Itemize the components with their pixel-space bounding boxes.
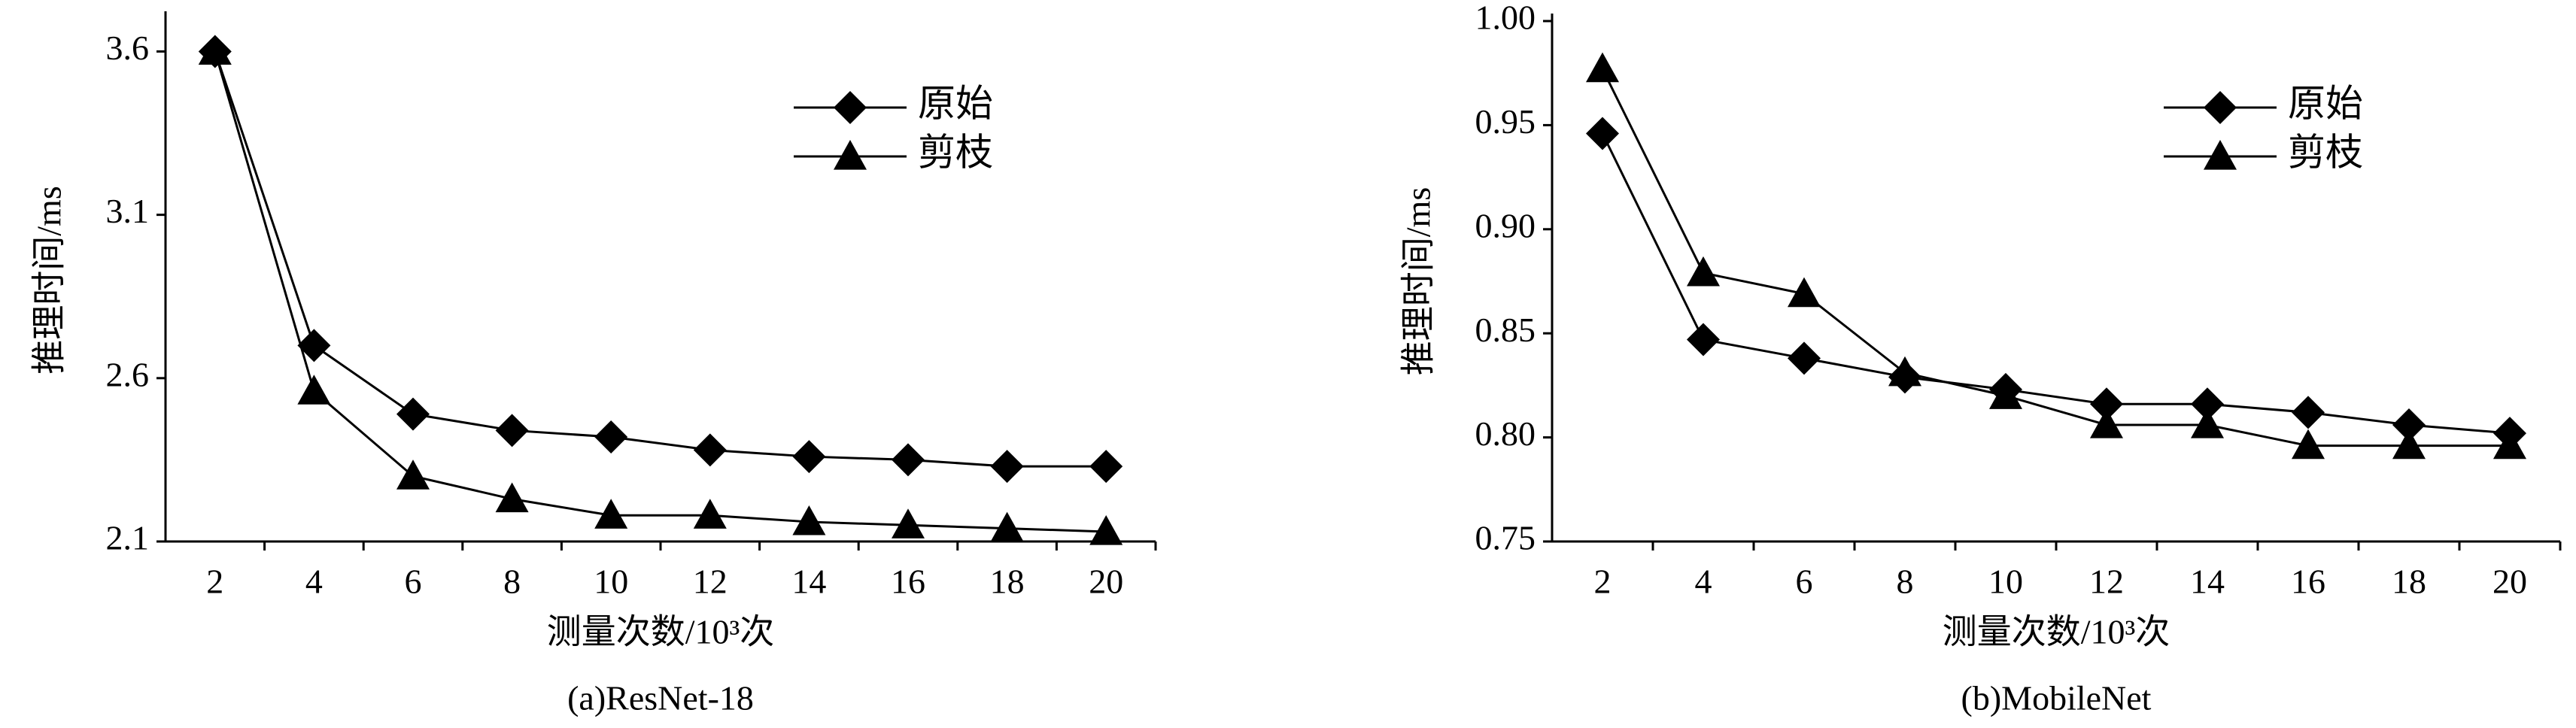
diamond-marker (1089, 450, 1123, 484)
diamond-marker (594, 420, 628, 453)
x-tick-label: 18 (2392, 563, 2426, 601)
diamond-marker (495, 414, 529, 447)
legend-label: 剪枝 (918, 131, 993, 173)
triangle-marker (297, 375, 331, 405)
triangle-marker (1788, 277, 1821, 308)
y-axis-label: 推理时间/ms (1399, 187, 1438, 375)
x-axis-label: 测量次数/10³次 (547, 613, 775, 651)
y-tick-label: 0.95 (1475, 102, 1536, 141)
x-tick-label: 18 (990, 563, 1025, 601)
x-tick-label: 6 (1796, 563, 1813, 601)
x-tick-label: 8 (503, 563, 521, 601)
diamond-marker (1687, 323, 1720, 356)
triangle-marker (693, 499, 727, 529)
x-tick-label: 4 (1695, 563, 1712, 601)
triangle-marker (2493, 429, 2526, 460)
caption: (a)ResNet-18 (567, 679, 754, 717)
triangle-marker (892, 508, 925, 538)
y-tick-label: 3.1 (106, 192, 150, 230)
triangle-marker (2392, 429, 2426, 460)
x-tick-label: 12 (693, 563, 728, 601)
x-tick-label: 10 (1988, 563, 2023, 601)
x-axis-label: 测量次数/10³次 (1943, 613, 2170, 651)
triangle-marker (792, 505, 826, 535)
diamond-marker (792, 440, 826, 474)
triangle-marker (198, 35, 232, 65)
series-line (1601, 132, 2511, 435)
y-axis-label: 推理时间/ms (30, 186, 68, 374)
y-tick-label: 3.6 (106, 29, 150, 67)
legend-label: 原始 (918, 82, 993, 124)
diamond-marker (297, 329, 331, 362)
legend-label: 原始 (2288, 82, 2363, 124)
diamond-marker (834, 91, 867, 124)
y-tick-label: 0.85 (1475, 311, 1536, 349)
diamond-marker (990, 450, 1024, 484)
y-tick-label: 2.1 (106, 519, 150, 557)
triangle-marker (2204, 140, 2237, 170)
y-tick-label: 2.6 (106, 355, 150, 393)
x-tick-label: 14 (2190, 563, 2225, 601)
series-line (1601, 68, 2510, 447)
x-tick-label: 12 (2089, 563, 2124, 601)
triangle-marker (834, 140, 867, 170)
diamond-marker (2204, 91, 2237, 124)
x-tick-label: 20 (2492, 563, 2527, 601)
triangle-marker (1989, 379, 2022, 409)
diamond-marker (2292, 396, 2325, 429)
triangle-marker (594, 499, 628, 529)
x-tick-label: 4 (305, 563, 323, 601)
x-tick-label: 14 (791, 563, 826, 601)
triangle-marker (2191, 408, 2224, 438)
series-line (214, 50, 1107, 468)
triangle-marker (2090, 408, 2123, 438)
x-tick-label: 2 (206, 563, 223, 601)
triangle-marker (2292, 429, 2325, 460)
y-tick-label: 0.75 (1475, 519, 1536, 557)
triangle-marker (1089, 514, 1123, 545)
series-line (214, 51, 1107, 533)
triangle-marker (1687, 256, 1720, 287)
y-tick-label: 0.90 (1475, 206, 1536, 244)
x-tick-label: 20 (1089, 563, 1123, 601)
triangle-marker (1586, 52, 1619, 83)
y-tick-label: 1.00 (1475, 0, 1536, 37)
diamond-marker (396, 397, 430, 431)
legend-label: 剪枝 (2288, 131, 2363, 173)
diamond-marker (693, 433, 727, 467)
diamond-marker (1788, 341, 1821, 375)
x-tick-label: 10 (594, 563, 628, 601)
x-tick-label: 6 (405, 563, 422, 601)
triangle-marker (1888, 356, 1921, 387)
x-tick-label: 16 (2291, 563, 2325, 601)
triangle-marker (396, 460, 430, 490)
diamond-marker (2191, 387, 2224, 421)
diamond-marker (892, 443, 925, 477)
diamond-marker (2090, 387, 2123, 421)
x-tick-label: 2 (1594, 563, 1612, 601)
diamond-marker (1586, 117, 1619, 150)
triangle-marker (990, 511, 1024, 542)
caption: (b)MobileNet (1961, 679, 2152, 717)
x-tick-label: 16 (891, 563, 925, 601)
triangle-marker (495, 482, 529, 513)
diamond-marker (2392, 408, 2426, 441)
x-tick-label: 8 (1897, 563, 1914, 601)
y-tick-label: 0.80 (1475, 414, 1536, 453)
